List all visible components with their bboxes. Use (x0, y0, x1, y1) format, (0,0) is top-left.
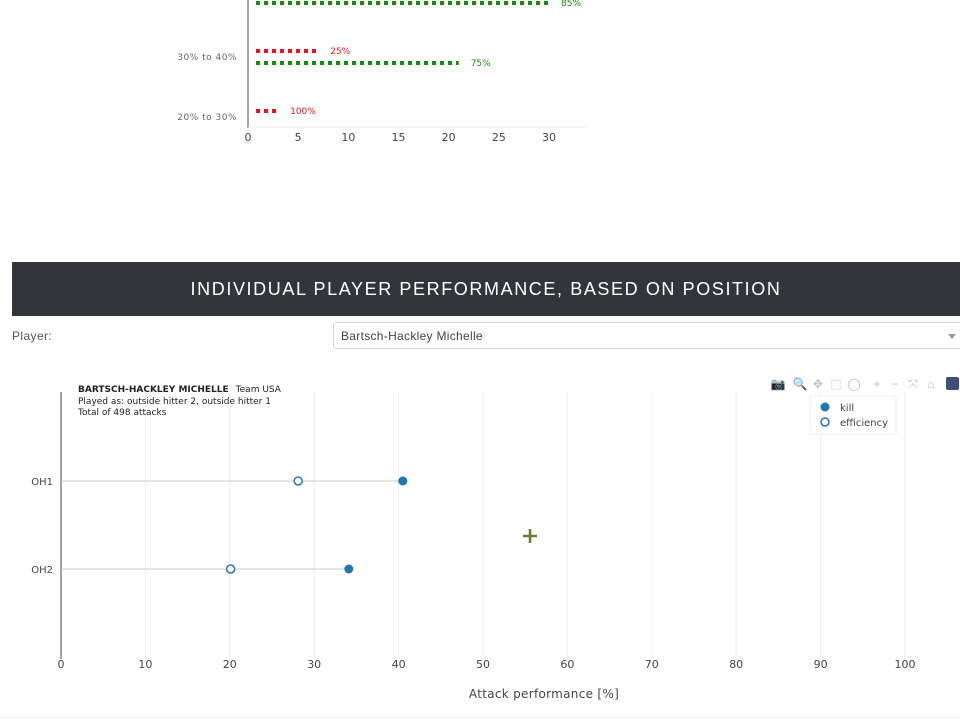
top-x-tick-label: 30 (542, 131, 556, 144)
x-tick-label: 90 (814, 658, 828, 671)
top-x-tick-label: 5 (295, 131, 302, 144)
y-category-label: OH2 (31, 565, 53, 576)
x-tick-label: 0 (58, 658, 65, 671)
top-bar-label: 25% (330, 47, 350, 57)
x-tick-label: 50 (476, 658, 490, 671)
y-category-label: OH1 (31, 477, 53, 488)
x-tick-label: 60 (560, 658, 574, 671)
top-x-tick-label: 10 (341, 131, 355, 144)
legend-kill-label: kill (840, 403, 854, 414)
divider (0, 717, 960, 718)
x-tick-label: 10 (138, 658, 152, 671)
top-x-tick-label: 20 (442, 131, 456, 144)
annotation-player-line: BARTSCH-HACKLEY MICHELLE Team USA (78, 385, 282, 395)
x-tick-label: 100 (895, 658, 916, 671)
top-x-tick-label: 15 (392, 131, 406, 144)
chevron-down-icon[interactable] (948, 334, 956, 339)
legend-efficiency-label: efficiency (840, 418, 888, 429)
annotation-total: Total of 498 attacks (77, 408, 167, 418)
kill-point (344, 565, 353, 574)
banner-title: INDIVIDUAL PLAYER PERFORMANCE, BASED ON … (191, 279, 782, 300)
legend-efficiency-marker (821, 418, 829, 426)
efficiency-point (294, 477, 302, 485)
x-tick-label: 40 (392, 658, 406, 671)
annotation-team: Team USA (235, 385, 282, 395)
legend-kill-marker (821, 403, 830, 412)
player-dropdown[interactable]: Bartsch-Hackley Michelle (333, 322, 960, 349)
section-banner: INDIVIDUAL PLAYER PERFORMANCE, BASED ON … (12, 262, 960, 316)
top-bar-label: 85% (561, 0, 581, 9)
x-tick-label: 70 (645, 658, 659, 671)
crosshair-cursor-icon (523, 529, 537, 543)
top-bar-label: 100% (290, 107, 316, 117)
player-label: Player: (12, 329, 52, 343)
top-x-tick-label: 25 (492, 131, 506, 144)
top-x-tick-label: 0 (245, 131, 252, 144)
top-y-category-label: 20% to 30% (177, 113, 237, 123)
x-tick-label: 30 (307, 658, 321, 671)
annotation-played-as: Played as: outside hitter 2, outside hit… (78, 397, 271, 407)
attack-performance-chart: 0 10 20 30 40 50 60 70 80 90 100 Attack performance… (0, 362, 960, 707)
x-tick-label: 20 (223, 658, 237, 671)
efficiency-point (227, 565, 235, 573)
player-dropdown-value: Bartsch-Hackley Michelle (341, 329, 483, 343)
annotation-player-name: BARTSCH-HACKLEY MICHELLE (78, 385, 229, 395)
x-tick-label: 80 (729, 658, 743, 671)
top-bar-chart: 0 5 10 15 20 25 30 85% 30% to 40% 25% 75% 20% to 30… (0, 0, 960, 160)
kill-point (398, 477, 407, 486)
top-y-category-label: 30% to 40% (177, 53, 237, 63)
top-bar-label: 75% (471, 59, 491, 69)
x-axis-title: Attack performance [%] (469, 687, 619, 701)
